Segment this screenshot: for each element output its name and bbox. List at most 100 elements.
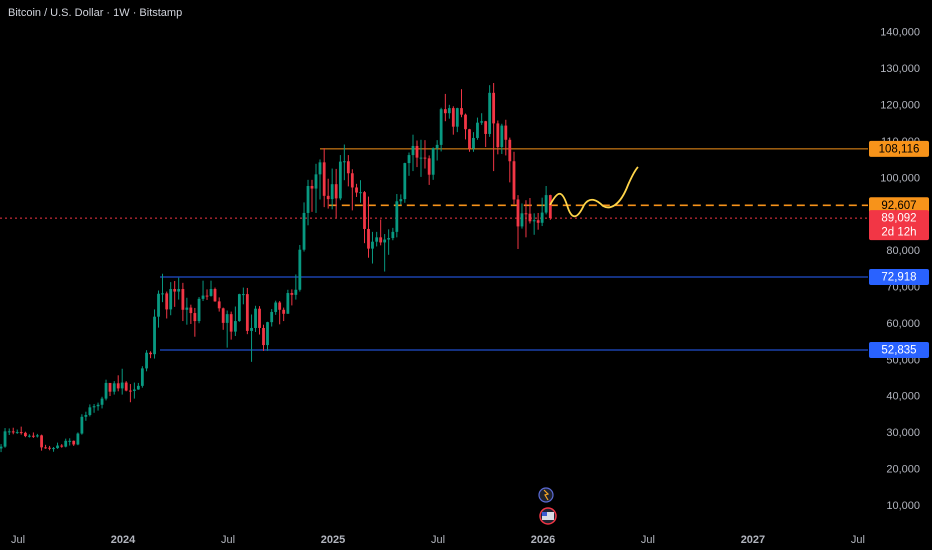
candle-body bbox=[221, 308, 225, 323]
candle-body bbox=[504, 125, 508, 140]
candle-body bbox=[96, 404, 100, 407]
candle-body bbox=[100, 398, 104, 405]
candle-body bbox=[88, 407, 92, 415]
candle-body bbox=[19, 432, 23, 434]
candle-body bbox=[161, 293, 164, 295]
candle-body bbox=[435, 144, 439, 149]
x-tick-label: 2025 bbox=[321, 534, 345, 546]
candle-body bbox=[217, 301, 221, 309]
event-glyph bbox=[543, 489, 550, 501]
candle-body bbox=[225, 314, 229, 323]
candle-body bbox=[520, 213, 524, 227]
candle-body bbox=[524, 213, 528, 215]
candle-body bbox=[193, 313, 197, 322]
candle-body bbox=[24, 432, 27, 437]
candle-body bbox=[3, 431, 7, 447]
candle-body bbox=[52, 448, 55, 450]
candle-body bbox=[145, 352, 148, 369]
candle-body bbox=[266, 322, 269, 346]
candle-body bbox=[27, 435, 31, 437]
candle-body bbox=[169, 289, 173, 310]
x-tick-label: 2026 bbox=[531, 534, 555, 546]
candle-body bbox=[68, 440, 72, 442]
candle-body bbox=[189, 307, 193, 314]
candle-body bbox=[310, 186, 314, 189]
candle-body bbox=[35, 435, 39, 437]
candle-body bbox=[419, 157, 423, 159]
price-label: 92,607 bbox=[881, 200, 916, 212]
candle-body bbox=[480, 121, 484, 123]
candle-body bbox=[254, 308, 257, 328]
candle-body bbox=[64, 440, 68, 447]
candle-body bbox=[209, 289, 213, 296]
candle-body bbox=[326, 195, 330, 200]
candle-body bbox=[318, 162, 322, 175]
candle-body bbox=[298, 249, 302, 290]
candle-body bbox=[278, 302, 282, 310]
y-tick-label: 120,000 bbox=[880, 99, 920, 111]
candle-body bbox=[439, 109, 443, 145]
y-tick-label: 10,000 bbox=[886, 500, 920, 512]
candle-body bbox=[31, 435, 35, 437]
candle-body bbox=[468, 129, 471, 149]
candle-body bbox=[451, 108, 455, 127]
candle-body bbox=[455, 108, 459, 127]
candle-body bbox=[136, 385, 140, 390]
candle-body bbox=[294, 289, 298, 295]
candle-body bbox=[516, 199, 520, 227]
candle-body bbox=[383, 239, 387, 243]
candle-body bbox=[355, 187, 358, 193]
y-tick-label: 130,000 bbox=[880, 63, 920, 75]
candle-body bbox=[395, 201, 399, 232]
candle-body bbox=[536, 220, 540, 223]
candle-body bbox=[314, 174, 318, 189]
event-icons bbox=[538, 487, 557, 525]
candle-body bbox=[7, 431, 11, 433]
candle-body bbox=[173, 289, 177, 292]
flag-glyph bbox=[542, 512, 554, 520]
candle-body bbox=[423, 157, 427, 159]
y-tick-label: 30,000 bbox=[886, 427, 920, 439]
price-label: 89,092 bbox=[881, 213, 916, 225]
candle-body bbox=[540, 212, 544, 223]
candle-body bbox=[346, 161, 350, 174]
candle-body bbox=[476, 122, 479, 138]
candle-body bbox=[104, 382, 108, 399]
candle-body bbox=[0, 446, 3, 449]
candle-body bbox=[124, 382, 128, 391]
x-tick-label: 2027 bbox=[741, 534, 765, 546]
candle-body bbox=[443, 109, 447, 114]
price-label: 108,116 bbox=[879, 143, 920, 155]
candle-body bbox=[140, 368, 144, 386]
candle-body bbox=[250, 327, 253, 331]
y-tick-label: 80,000 bbox=[886, 245, 920, 257]
x-tick-label: Jul bbox=[11, 534, 25, 546]
candle-body bbox=[532, 220, 536, 222]
candle-body bbox=[379, 237, 383, 243]
price-label-box bbox=[869, 268, 929, 285]
price-label-box bbox=[869, 342, 929, 359]
candle-body bbox=[330, 184, 334, 200]
candle-body bbox=[116, 383, 120, 389]
candle-body bbox=[262, 327, 265, 346]
candle-body bbox=[233, 321, 237, 332]
candle-body bbox=[80, 416, 84, 434]
y-tick-label: 40,000 bbox=[886, 391, 920, 403]
candle-body bbox=[76, 433, 80, 445]
candle-body bbox=[201, 295, 205, 299]
candle-body bbox=[508, 139, 512, 162]
candle-body bbox=[387, 238, 391, 240]
candle-body bbox=[72, 440, 76, 445]
candle-body bbox=[403, 163, 407, 200]
candle-body bbox=[205, 295, 209, 297]
candle-body bbox=[302, 212, 306, 250]
candle-body bbox=[237, 294, 241, 322]
y-tick-label: 140,000 bbox=[880, 27, 920, 39]
candle-body bbox=[15, 432, 19, 434]
x-tick-label: Jul bbox=[221, 534, 235, 546]
candle-body bbox=[496, 123, 500, 148]
candle-body bbox=[92, 406, 96, 408]
y-tick-label: 20,000 bbox=[886, 463, 920, 475]
